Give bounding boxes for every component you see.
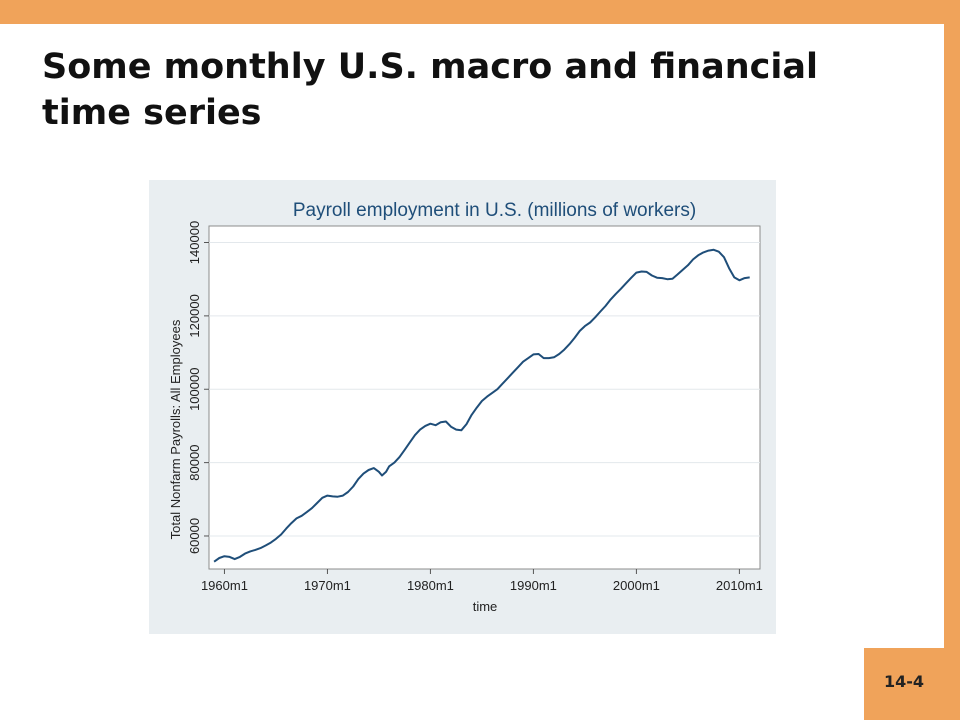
y-tick-label: 120000 [187, 294, 202, 337]
y-tick-label: 140000 [187, 221, 202, 264]
x-tick-label: 1990m1 [510, 578, 557, 593]
payroll-series-line [213, 248, 750, 563]
y-tick-label: 60000 [187, 518, 202, 554]
chart-panel: 60000 80000 100000 120000 140000 1960m1 1970m1… [149, 180, 776, 634]
y-tick-label: 80000 [187, 445, 202, 481]
y-tick-label: 100000 [187, 368, 202, 411]
x-tick-label: 1970m1 [304, 578, 351, 593]
x-tick-label: 2010m1 [716, 578, 763, 593]
page-number: 14-4 [883, 672, 925, 691]
right-accent-bar [944, 0, 960, 720]
y-axis-label: Total Nonfarm Payrolls: All Employees [168, 319, 183, 539]
page-number-box: 14-4 [864, 648, 960, 720]
x-axis-label: time [473, 599, 498, 614]
x-tick-label: 1980m1 [407, 578, 454, 593]
top-accent-bar [0, 0, 960, 24]
x-tick-label: 2000m1 [613, 578, 660, 593]
chart-title: Payroll employment in U.S. (millions of … [293, 200, 696, 221]
x-tick-label: 1960m1 [201, 578, 248, 593]
payroll-chart: 60000 80000 100000 120000 140000 1960m1 1970m1… [168, 200, 763, 614]
slide-title: Some monthly U.S. macro and financial ti… [42, 47, 818, 133]
